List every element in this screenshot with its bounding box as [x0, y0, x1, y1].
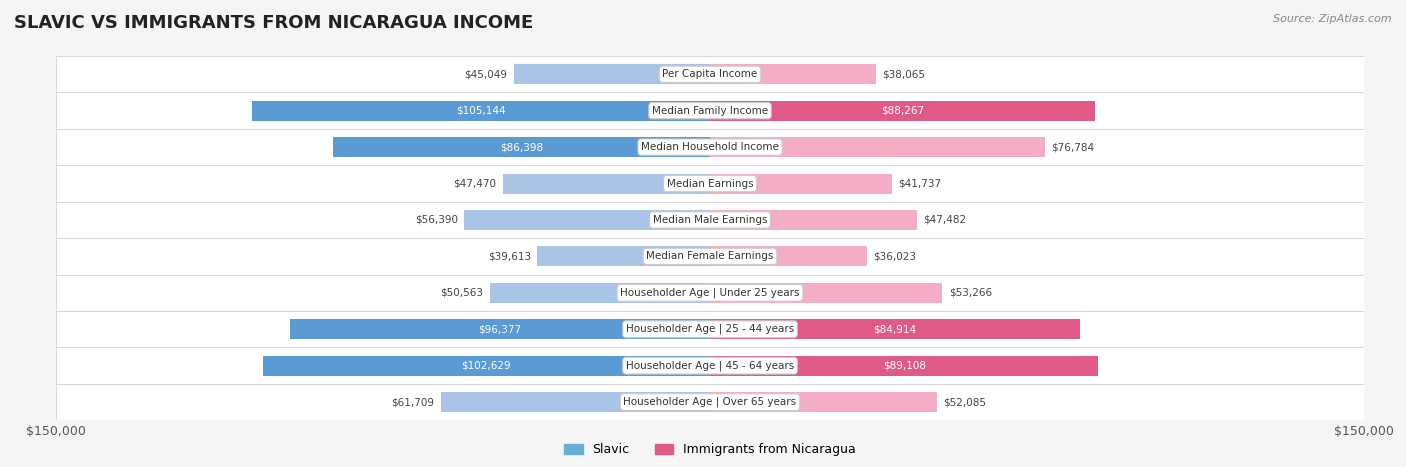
Text: $76,784: $76,784: [1052, 142, 1094, 152]
Text: $84,914: $84,914: [873, 324, 917, 334]
Text: Source: ZipAtlas.com: Source: ZipAtlas.com: [1274, 14, 1392, 24]
FancyBboxPatch shape: [56, 347, 1364, 384]
Bar: [710, 247, 868, 266]
Text: $89,108: $89,108: [883, 361, 925, 371]
Bar: [489, 283, 710, 303]
FancyBboxPatch shape: [56, 238, 1364, 275]
Text: Householder Age | Under 25 years: Householder Age | Under 25 years: [620, 288, 800, 298]
Text: Median Female Earnings: Median Female Earnings: [647, 251, 773, 262]
Text: $105,144: $105,144: [456, 106, 506, 116]
FancyBboxPatch shape: [56, 202, 1364, 238]
Bar: [252, 101, 710, 120]
Text: $96,377: $96,377: [478, 324, 522, 334]
FancyBboxPatch shape: [56, 311, 1364, 347]
Legend: Slavic, Immigrants from Nicaragua: Slavic, Immigrants from Nicaragua: [558, 439, 862, 461]
Bar: [537, 247, 710, 266]
Bar: [710, 101, 1095, 120]
Bar: [263, 356, 710, 375]
Bar: [333, 137, 710, 157]
Text: $47,482: $47,482: [924, 215, 967, 225]
Bar: [710, 283, 942, 303]
Bar: [710, 137, 1045, 157]
Text: Householder Age | Over 65 years: Householder Age | Over 65 years: [623, 397, 797, 407]
Text: $56,390: $56,390: [415, 215, 458, 225]
Bar: [441, 392, 710, 412]
FancyBboxPatch shape: [56, 275, 1364, 311]
FancyBboxPatch shape: [56, 56, 1364, 92]
Text: Householder Age | 25 - 44 years: Householder Age | 25 - 44 years: [626, 324, 794, 334]
Text: $50,563: $50,563: [440, 288, 484, 298]
Text: $52,085: $52,085: [943, 397, 987, 407]
Bar: [513, 64, 710, 84]
Text: $86,398: $86,398: [501, 142, 543, 152]
Bar: [710, 392, 936, 412]
FancyBboxPatch shape: [56, 384, 1364, 420]
Text: Per Capita Income: Per Capita Income: [662, 69, 758, 79]
Text: $41,737: $41,737: [898, 178, 942, 189]
Text: Median Earnings: Median Earnings: [666, 178, 754, 189]
Text: $36,023: $36,023: [873, 251, 917, 262]
Bar: [710, 356, 1098, 375]
Bar: [710, 210, 917, 230]
Text: $61,709: $61,709: [391, 397, 434, 407]
Text: $88,267: $88,267: [880, 106, 924, 116]
Text: $39,613: $39,613: [488, 251, 531, 262]
Text: Median Male Earnings: Median Male Earnings: [652, 215, 768, 225]
Text: $53,266: $53,266: [949, 288, 991, 298]
Text: $102,629: $102,629: [461, 361, 512, 371]
Text: $47,470: $47,470: [454, 178, 496, 189]
Text: Median Family Income: Median Family Income: [652, 106, 768, 116]
Bar: [710, 174, 891, 193]
Bar: [290, 319, 710, 339]
Text: $38,065: $38,065: [883, 69, 925, 79]
Text: Median Household Income: Median Household Income: [641, 142, 779, 152]
Text: Householder Age | 45 - 64 years: Householder Age | 45 - 64 years: [626, 361, 794, 371]
Bar: [503, 174, 710, 193]
Bar: [464, 210, 710, 230]
Text: SLAVIC VS IMMIGRANTS FROM NICARAGUA INCOME: SLAVIC VS IMMIGRANTS FROM NICARAGUA INCO…: [14, 14, 533, 32]
Text: $45,049: $45,049: [464, 69, 508, 79]
FancyBboxPatch shape: [56, 165, 1364, 202]
Bar: [710, 64, 876, 84]
FancyBboxPatch shape: [56, 129, 1364, 165]
Bar: [710, 319, 1080, 339]
FancyBboxPatch shape: [56, 92, 1364, 129]
